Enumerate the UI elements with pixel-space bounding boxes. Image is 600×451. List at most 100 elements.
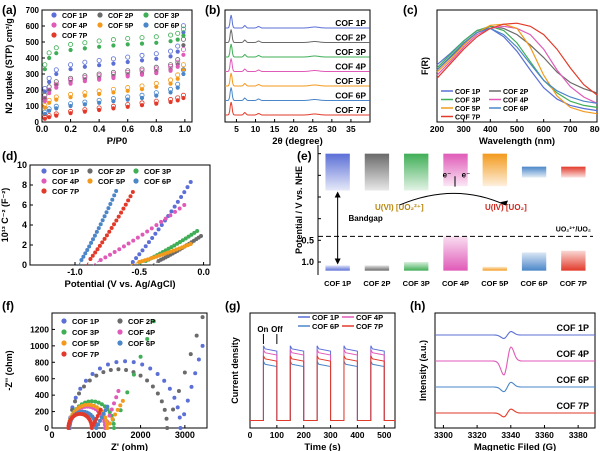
data-point-adsorption (125, 59, 130, 65)
x-axis-label: P/P0 (107, 136, 128, 147)
data-point-adsorption (154, 71, 159, 76)
legend-entry: COF 7P (455, 115, 481, 122)
data-point-desorption (42, 96, 48, 102)
chart-a-n2-isotherm: 0.0 0.2 0.4 0.6 0.8 1.0 0 100 200 300 400 500 600 700… (2, 3, 193, 147)
data-point (182, 370, 187, 375)
xrd-pattern-line (225, 14, 370, 29)
conduction-band-bar (561, 166, 586, 178)
data-point-desorption (125, 94, 131, 100)
data-point-desorption (139, 35, 145, 41)
data-point-desorption (82, 90, 88, 96)
data-point (116, 389, 121, 394)
reduction-arrow (399, 192, 506, 206)
data-point (137, 252, 142, 257)
data-point-desorption (125, 68, 131, 74)
chart-g-frame (249, 312, 396, 429)
chart-g-xtick-label: 100 (270, 430, 284, 440)
chart-d-xtick-label: -1.0 (67, 267, 83, 277)
data-point (128, 194, 133, 199)
data-point (78, 386, 83, 391)
data-point (123, 359, 128, 364)
data-point-desorption (110, 37, 116, 43)
data-point (176, 389, 181, 394)
valence-band-bar (443, 236, 468, 271)
legend-swatch (87, 178, 93, 184)
data-point (89, 240, 94, 245)
series-label: COF 7P (556, 401, 589, 411)
chart-a-ytick-label: 0 (35, 118, 40, 127)
data-point (92, 419, 97, 424)
legend-entry: COF 4P (62, 23, 88, 30)
data-point (114, 360, 119, 365)
data-point (102, 214, 107, 219)
data-point-desorption (180, 26, 186, 32)
data-point-desorption (175, 59, 181, 65)
data-point-desorption (42, 114, 48, 120)
data-point-adsorption (125, 42, 130, 47)
y-axis-label: F(R) (420, 57, 430, 75)
epr-signal-line (435, 346, 595, 376)
on-label: On (257, 325, 268, 334)
data-point (97, 366, 102, 371)
y-axis-label: N2 uptake (STP) cm³/g (4, 18, 14, 114)
data-point (104, 210, 109, 215)
data-point (140, 362, 145, 367)
data-point (115, 407, 120, 412)
data-point-adsorption (97, 63, 102, 68)
data-point-adsorption (42, 67, 47, 72)
data-point-desorption (125, 85, 131, 91)
conduction-band-bar (364, 153, 390, 191)
data-point-adsorption (168, 68, 173, 73)
data-point-desorption (68, 75, 74, 81)
chart-a-xtick-label: 0.8 (150, 124, 163, 134)
chart-h-xtick-label: 3320 (468, 430, 487, 440)
data-point-adsorption (54, 71, 59, 77)
data-point (146, 240, 151, 245)
legend-entry: COF 7P (356, 322, 383, 331)
valence-band-bar (404, 262, 429, 271)
data-point-adsorption (111, 43, 116, 48)
legend-entry: COF 2P (128, 317, 155, 326)
data-point-desorption (168, 63, 174, 69)
data-point (95, 413, 100, 418)
data-point-desorption (168, 48, 174, 54)
legend-swatch (51, 12, 57, 18)
chart-b-xtick-label: 10 (251, 124, 261, 134)
category-label: COF 2P (363, 279, 390, 288)
data-point-adsorption (42, 116, 47, 121)
data-point-desorption (153, 80, 159, 86)
chart-b-xtick-label: 15 (270, 124, 280, 134)
data-point (105, 426, 110, 430)
absorbance-line (436, 27, 598, 104)
conduction-band-bar (521, 166, 547, 178)
data-point (165, 426, 170, 430)
data-point (77, 391, 82, 396)
couple-label: UO₂²⁺/UO₂ (556, 225, 591, 233)
extrapolation-line (78, 259, 82, 266)
data-point-adsorption (111, 61, 116, 66)
chart-a-ytick-label: 100 (26, 102, 40, 111)
data-point-desorption (110, 86, 116, 92)
chart-d-mott-schottky: -1.0 -0.5 0.0 0 2 4 6 8 10(d) Potential (V vs. Ag… (0, 149, 211, 290)
data-point (109, 407, 114, 412)
data-point-desorption (125, 35, 131, 41)
series-label: COF 2P (335, 33, 366, 43)
data-point-desorption (96, 105, 102, 111)
electron-label: e⁻ (443, 171, 452, 180)
legend-entry: COF 1P (52, 167, 79, 176)
chart-a-ytick-label: 700 (26, 6, 40, 15)
arrow-head (500, 200, 508, 206)
data-point (81, 254, 86, 259)
data-point (117, 247, 122, 252)
data-point (94, 229, 99, 234)
series-label: COF 4P (335, 62, 366, 72)
data-point-adsorption (175, 49, 180, 54)
data-point-desorption (68, 108, 74, 114)
data-point (192, 230, 197, 235)
data-point-desorption (180, 36, 186, 42)
data-point (145, 337, 150, 342)
data-point (86, 402, 91, 407)
data-point (126, 241, 131, 246)
data-point (130, 190, 135, 194)
y-axis-label: Intensity (a.u.) (418, 340, 428, 401)
